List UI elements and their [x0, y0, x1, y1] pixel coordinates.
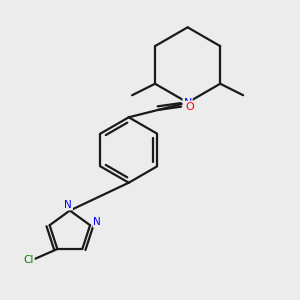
Text: N: N — [64, 200, 72, 210]
Text: N: N — [93, 217, 101, 227]
Text: O: O — [186, 102, 195, 112]
Text: N: N — [183, 98, 192, 108]
Text: Cl: Cl — [23, 255, 34, 266]
